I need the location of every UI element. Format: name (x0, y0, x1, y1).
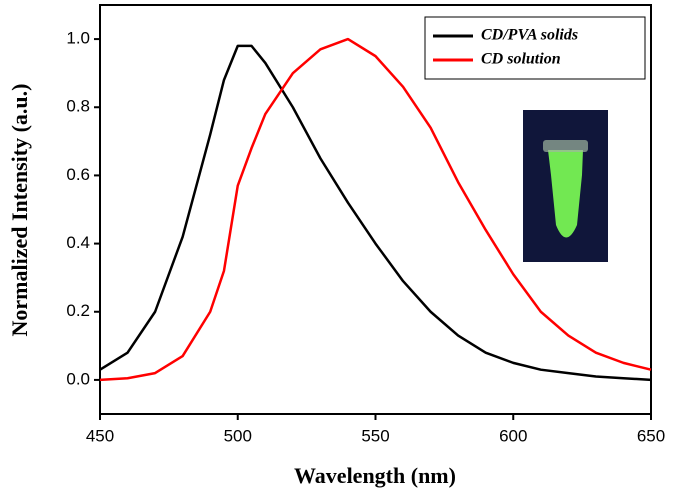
legend-label: CD solution (481, 51, 561, 68)
x-tick-label: 450 (86, 426, 114, 445)
x-tick-label: 500 (224, 426, 252, 445)
y-tick-label: 0.4 (66, 233, 90, 252)
y-tick-label: 0.0 (66, 369, 90, 388)
y-axis-label: Normalized Intensity (a.u.) (7, 84, 32, 337)
y-tick-label: 0.2 (66, 301, 90, 320)
legend-box (424, 16, 646, 80)
legend-label: CD/PVA solids (481, 27, 578, 44)
x-tick-label: 650 (637, 426, 665, 445)
inset-photo (523, 110, 608, 262)
y-tick-label: 0.8 (66, 97, 90, 116)
x-tick-label: 600 (499, 426, 527, 445)
y-tick-label: 0.6 (66, 165, 90, 184)
tube (548, 150, 583, 238)
y-tick-label: 1.0 (66, 29, 90, 48)
tube-cap (543, 140, 588, 152)
series-line (99, 37, 652, 382)
x-tick-label: 550 (361, 426, 389, 445)
series-line (99, 44, 652, 382)
x-axis-label: Wavelength (nm) (294, 463, 456, 488)
